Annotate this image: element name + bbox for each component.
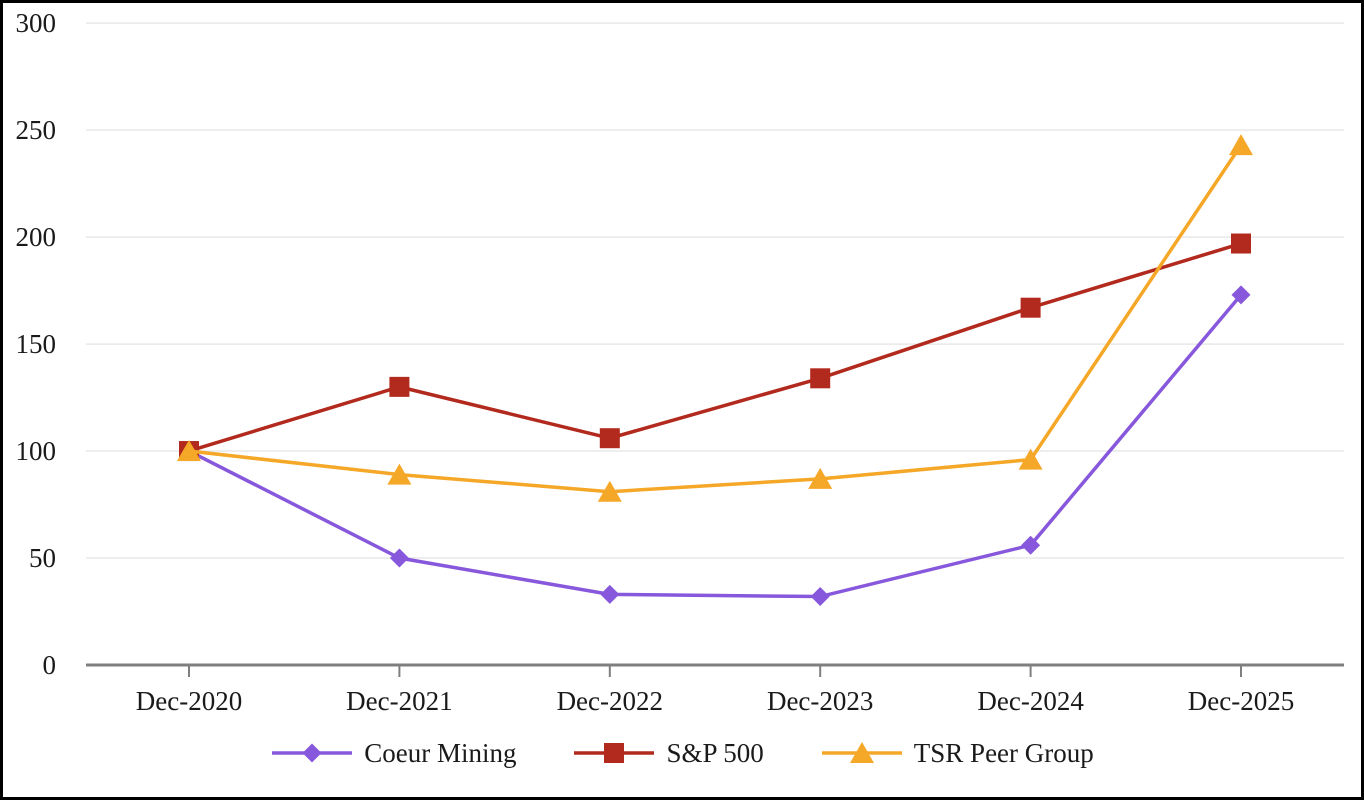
- data-point-coeur-mining: [389, 548, 409, 568]
- legend-diamond-icon: [270, 737, 354, 769]
- data-point-coeur-mining: [1021, 535, 1041, 555]
- y-tick-label: 150: [16, 329, 57, 359]
- y-tick-label: 50: [29, 543, 56, 573]
- legend-label-sp500: S&P 500: [666, 737, 764, 768]
- data-point-tsr-peer-group: [387, 463, 412, 485]
- x-tick-label: Dec-2025: [1188, 686, 1294, 716]
- legend-label-tsr-peer-group: TSR Peer Group: [913, 737, 1094, 768]
- chart-legend: Coeur Mining S&P 500 TSR Peer Group: [3, 737, 1361, 769]
- legend-swatch-diamond-icon: [272, 743, 353, 763]
- legend-square-icon: [572, 737, 656, 769]
- legend-item-coeur-mining: Coeur Mining: [270, 737, 516, 769]
- data-point-s-p-500: [389, 376, 410, 397]
- series-tsr-peer-group: [177, 134, 1253, 502]
- x-tick-label: Dec-2022: [557, 686, 663, 716]
- data-point-s-p-500: [1020, 297, 1041, 318]
- data-point-tsr-peer-group: [597, 480, 622, 502]
- y-tick-label: 100: [16, 436, 57, 466]
- legend-swatch-triangle-icon: [821, 742, 902, 763]
- x-tick-label: Dec-2021: [346, 686, 452, 716]
- legend-marker-square-icon: [604, 743, 625, 763]
- x-tick-label: Dec-2024: [977, 686, 1084, 716]
- y-tick-label: 200: [16, 222, 57, 252]
- legend-triangle-icon: [820, 737, 904, 769]
- series-coeur-mining: [179, 285, 1251, 607]
- legend-label-coeur-mining: Coeur Mining: [364, 737, 517, 768]
- y-tick-label: 300: [16, 8, 57, 38]
- series-s-p-500: [179, 233, 1251, 462]
- y-tick-label: 250: [16, 115, 57, 145]
- x-tick-label: Dec-2020: [136, 686, 242, 716]
- tsr-performance-line-chart: 0 50 100 150 200 250 300 Dec-2020 Dec-2021 Dec-20…: [16, 8, 1344, 716]
- legend-item-tsr-peer-group: TSR Peer Group: [820, 737, 1094, 769]
- legend-swatch-square-icon: [574, 743, 655, 763]
- data-point-tsr-peer-group: [1018, 448, 1043, 470]
- x-tick-label: Dec-2023: [767, 686, 873, 716]
- data-point-tsr-peer-group: [808, 467, 833, 489]
- legend-marker-diamond-icon: [302, 743, 322, 763]
- data-point-coeur-mining: [1231, 285, 1251, 305]
- data-point-s-p-500: [1231, 233, 1251, 254]
- series-line-s-p-500: [188, 241, 1242, 453]
- data-point-s-p-500: [599, 428, 620, 449]
- series-line-tsr-peer-group: [188, 144, 1243, 494]
- legend-marker-triangle-icon: [849, 742, 874, 763]
- series-line-coeur-mining: [188, 293, 1243, 599]
- y-tick-label: 0: [43, 650, 57, 680]
- legend-item-sp500: S&P 500: [572, 737, 764, 769]
- data-point-tsr-peer-group: [1229, 134, 1253, 156]
- data-point-tsr-peer-group: [177, 440, 201, 462]
- data-point-coeur-mining: [600, 584, 620, 604]
- data-point-coeur-mining: [810, 587, 830, 607]
- data-point-s-p-500: [810, 368, 831, 389]
